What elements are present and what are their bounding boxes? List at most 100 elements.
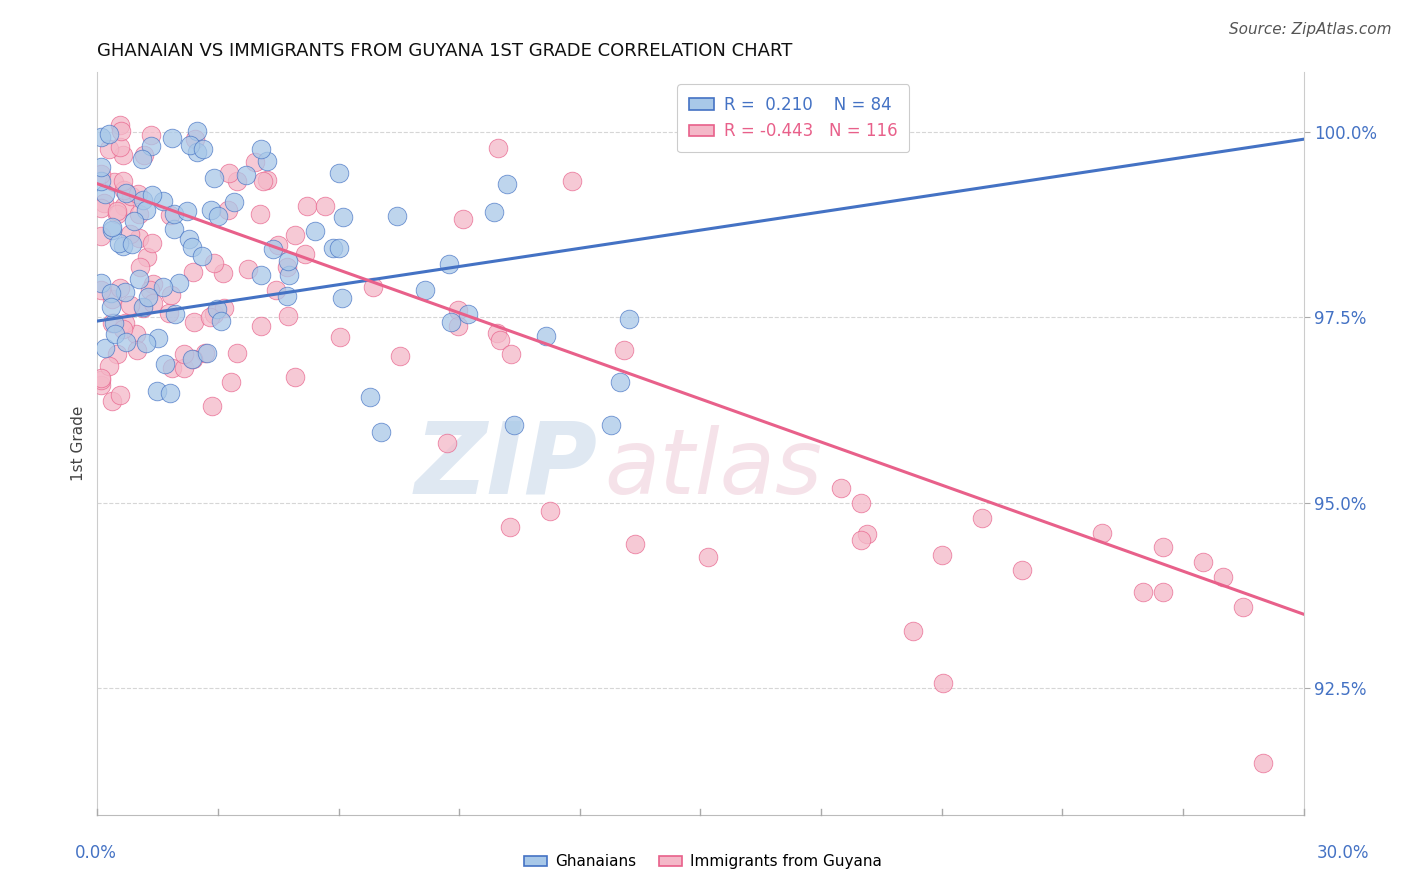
- Point: [202, 256, 225, 270]
- Point: [235, 168, 257, 182]
- Point: [110, 387, 132, 401]
- Point: [1132, 585, 1154, 599]
- Point: [177, 232, 200, 246]
- Point: [498, 520, 520, 534]
- Point: [118, 298, 141, 312]
- Point: [330, 291, 353, 305]
- Point: [697, 550, 720, 565]
- Point: [163, 207, 186, 221]
- Point: [90, 371, 112, 385]
- Point: [193, 142, 215, 156]
- Point: [163, 307, 186, 321]
- Point: [142, 296, 165, 310]
- Point: [114, 285, 136, 299]
- Point: [250, 318, 273, 333]
- Point: [112, 198, 135, 212]
- Point: [93, 196, 115, 211]
- Point: [120, 188, 142, 202]
- Point: [489, 333, 512, 347]
- Point: [141, 235, 163, 250]
- Point: [200, 202, 222, 217]
- Point: [486, 141, 509, 155]
- Point: [486, 326, 509, 340]
- Point: [534, 329, 557, 343]
- Point: [202, 307, 225, 321]
- Point: [100, 301, 122, 315]
- Point: [159, 385, 181, 400]
- Point: [186, 145, 208, 159]
- Point: [131, 153, 153, 167]
- Point: [191, 249, 214, 263]
- Point: [370, 425, 392, 440]
- Point: [181, 351, 204, 366]
- Point: [159, 287, 181, 301]
- Point: [128, 272, 150, 286]
- Point: [111, 147, 134, 161]
- Point: [502, 417, 524, 432]
- Point: [194, 346, 217, 360]
- Point: [90, 378, 112, 392]
- Point: [278, 268, 301, 283]
- Point: [163, 222, 186, 236]
- Point: [98, 128, 121, 142]
- Point: [249, 142, 271, 156]
- Point: [207, 209, 229, 223]
- Point: [931, 548, 953, 562]
- Point: [160, 361, 183, 376]
- Point: [127, 343, 149, 357]
- Point: [101, 316, 124, 330]
- Point: [160, 130, 183, 145]
- Point: [128, 260, 150, 275]
- Point: [94, 187, 117, 202]
- Point: [970, 510, 993, 524]
- Point: [110, 124, 132, 138]
- Point: [125, 327, 148, 342]
- Text: atlas: atlas: [605, 425, 823, 514]
- Point: [851, 496, 873, 510]
- Point: [132, 301, 155, 315]
- Point: [90, 201, 112, 215]
- Point: [440, 316, 463, 330]
- Point: [122, 214, 145, 228]
- Point: [98, 142, 121, 156]
- Point: [200, 310, 222, 325]
- Point: [132, 194, 155, 208]
- Point: [222, 195, 245, 210]
- Point: [195, 346, 218, 360]
- Point: [155, 357, 177, 371]
- Point: [613, 343, 636, 358]
- Point: [451, 212, 474, 227]
- Point: [304, 224, 326, 238]
- Point: [100, 393, 122, 408]
- Point: [101, 223, 124, 237]
- Point: [112, 239, 135, 253]
- Point: [103, 175, 125, 189]
- Point: [284, 370, 307, 384]
- Point: [135, 202, 157, 217]
- Point: [437, 258, 460, 272]
- Point: [111, 174, 134, 188]
- Point: [256, 153, 278, 168]
- Point: [201, 399, 224, 413]
- Point: [108, 118, 131, 132]
- Point: [167, 276, 190, 290]
- Point: [100, 292, 122, 306]
- Point: [202, 170, 225, 185]
- Point: [294, 247, 316, 261]
- Point: [217, 202, 239, 217]
- Point: [212, 266, 235, 280]
- Point: [387, 210, 409, 224]
- Point: [447, 318, 470, 333]
- Point: [180, 351, 202, 366]
- Point: [207, 302, 229, 317]
- Point: [90, 174, 112, 188]
- Point: [851, 533, 873, 547]
- Point: [139, 283, 162, 297]
- Point: [120, 227, 142, 242]
- Point: [97, 359, 120, 373]
- Point: [295, 199, 318, 213]
- Point: [90, 129, 112, 144]
- Point: [108, 281, 131, 295]
- Point: [136, 290, 159, 304]
- Point: [1091, 525, 1114, 540]
